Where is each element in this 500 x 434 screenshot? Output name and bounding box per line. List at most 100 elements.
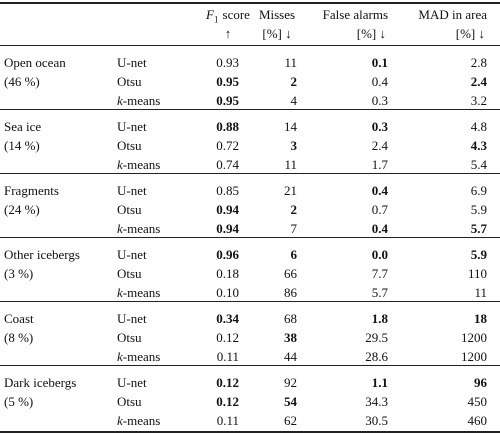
table-cell: 54 [284, 394, 297, 409]
table-cell: 0.74 [216, 157, 239, 172]
method-name: U-net [117, 55, 147, 70]
header-subscript: 1 [214, 14, 219, 25]
table-cell: 5.7 [470, 221, 487, 236]
group-rule [0, 301, 500, 302]
header-text: score [222, 7, 250, 22]
bottom-rule [0, 431, 500, 433]
group-share: (24 %) [4, 202, 40, 217]
table-cell: 44 [284, 349, 297, 364]
method-name: k-means [117, 349, 161, 364]
method-name: k-means [117, 93, 161, 108]
group-share: (5 %) [4, 394, 34, 409]
method-name: U-net [117, 119, 147, 134]
table-cell: 0.1 [371, 55, 388, 70]
table-cell: 62 [284, 413, 297, 428]
table-cell: 7 [290, 221, 298, 236]
column-header: MAD in area [418, 6, 487, 24]
group-name: Fragments [4, 183, 59, 198]
table-cell: 4.3 [470, 138, 487, 153]
table-cell: 0.12 [216, 330, 239, 345]
group-name: Open ocean [4, 55, 66, 70]
table-cell: 7.7 [371, 266, 388, 281]
table-cell: 0.18 [216, 266, 239, 281]
table-cell: 0.11 [216, 349, 239, 364]
table-cell: 11 [474, 285, 487, 300]
table-cell: 2.4 [371, 138, 388, 153]
method-name: Otsu [117, 266, 142, 281]
method-name: U-net [117, 375, 147, 390]
table-cell: 5.7 [371, 285, 388, 300]
method-name: k-means [117, 221, 161, 236]
table-cell: 38 [284, 330, 297, 345]
group-rule [0, 109, 500, 110]
table-cell: 92 [284, 375, 297, 390]
method-name: Otsu [117, 394, 142, 409]
column-header: Misses [259, 6, 295, 24]
method-name: U-net [117, 183, 147, 198]
header-symbol: F [206, 7, 215, 22]
group-name: Sea ice [4, 119, 42, 134]
table-cell: 3 [290, 138, 298, 153]
table-cell: 3.2 [470, 93, 487, 108]
table-cell: 5.4 [470, 157, 487, 172]
table-cell: 1200 [461, 330, 487, 345]
table-cell: 68 [284, 311, 297, 326]
table-cell: 0.11 [216, 413, 239, 428]
method-name: U-net [117, 311, 147, 326]
header-text: False alarms [322, 7, 388, 22]
table-cell: 96 [474, 375, 487, 390]
header-text: MAD in area [418, 7, 487, 22]
table-cell: 66 [284, 266, 297, 281]
column-header: False alarms [323, 6, 388, 24]
table-cell: 86 [284, 285, 297, 300]
table-cell: 0.96 [216, 247, 239, 262]
group-name: Coast [4, 311, 34, 326]
table-cell: 6.9 [470, 183, 487, 198]
column-header-unit: [%] ↓ [262, 26, 292, 41]
method-name: Otsu [117, 202, 142, 217]
table-cell: 21 [284, 183, 297, 198]
table-cell: 1200 [461, 349, 487, 364]
table-cell: 2.8 [470, 55, 487, 70]
table-cell: 11 [284, 55, 297, 70]
group-name: Dark icebergs [4, 375, 77, 390]
table-cell: 450 [467, 394, 488, 409]
table-cell: 34.3 [365, 394, 388, 409]
table-cell: 0.34 [216, 311, 239, 326]
column-header-unit: ↑ [224, 26, 232, 41]
table-cell: 14 [284, 119, 297, 134]
table-cell: 0.94 [216, 221, 239, 236]
table-cell: 6 [290, 247, 298, 262]
table-cell: 0.88 [216, 119, 239, 134]
table-cell: 0.12 [216, 394, 239, 409]
table-cell: 0.12 [216, 375, 239, 390]
group-share: (8 %) [4, 330, 34, 345]
table-cell: 11 [284, 157, 297, 172]
table-cell: 4.8 [470, 119, 487, 134]
table-cell: 0.4 [371, 74, 388, 89]
table-cell: 0.4 [371, 183, 388, 198]
table-cell: 0.10 [216, 285, 239, 300]
table-cell: 0.72 [216, 138, 239, 153]
method-name: Otsu [117, 74, 142, 89]
method-name: Otsu [117, 138, 142, 153]
header-text: Misses [258, 7, 296, 22]
table-cell: 2.4 [470, 74, 487, 89]
table-cell: 28.6 [365, 349, 388, 364]
table-cell: 5.9 [470, 202, 487, 217]
method-name: k-means [117, 413, 161, 428]
table-cell: 0.94 [216, 202, 239, 217]
method-name: k-means [117, 285, 161, 300]
group-rule [0, 173, 500, 174]
column-header: F1 score [206, 6, 250, 29]
table-cell: 1.8 [371, 311, 388, 326]
header-rule [0, 45, 500, 46]
table-cell: 110 [467, 266, 487, 281]
table-cell: 30.5 [365, 413, 388, 428]
table-cell: 0.4 [371, 221, 388, 236]
method-name: U-net [117, 247, 147, 262]
top-rule [0, 2, 500, 4]
table-cell: 2 [290, 74, 298, 89]
table-cell: 0.93 [216, 55, 239, 70]
table-cell: 4 [290, 93, 298, 108]
